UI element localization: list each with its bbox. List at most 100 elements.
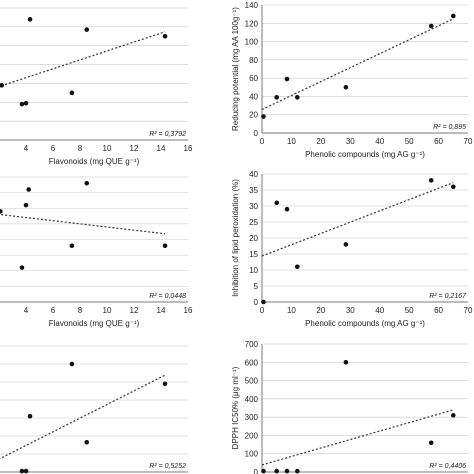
x-tick-label: 14 xyxy=(157,306,166,315)
x-tick-label: 70 xyxy=(464,137,473,146)
x-tick-label: 10 xyxy=(103,306,112,315)
trendline xyxy=(261,409,454,466)
data-point xyxy=(84,27,90,32)
y-tick-label: 0 xyxy=(254,129,259,138)
x-tick-label: 60 xyxy=(434,137,443,146)
x-tick-label: 20 xyxy=(316,306,325,315)
x-tick-label: 70 xyxy=(464,306,473,315)
trendline xyxy=(261,18,454,111)
y-tick-label: 20 xyxy=(249,111,258,120)
data-point xyxy=(26,187,32,192)
data-point xyxy=(284,206,290,212)
r-squared-label: R² = 0,3792 xyxy=(149,131,186,138)
data-point xyxy=(23,468,29,474)
y-tick-label: 0 xyxy=(254,468,259,474)
data-point xyxy=(428,440,434,446)
data-point xyxy=(295,264,300,270)
y-tick-label: 400 xyxy=(245,395,259,404)
x-tick-label: 0 xyxy=(260,306,265,315)
data-point xyxy=(19,265,25,270)
x-axis-label: Flavonoids (mg QUE g⁻¹) xyxy=(49,319,140,328)
data-point xyxy=(23,202,29,208)
data-point xyxy=(84,180,90,186)
data-point xyxy=(69,243,75,249)
y-tick-label: 100 xyxy=(245,38,259,47)
x-tick-label: 12 xyxy=(130,306,139,315)
trendline xyxy=(0,31,166,87)
data-point xyxy=(27,413,33,419)
y-tick-label: 20 xyxy=(249,234,258,243)
data-point xyxy=(69,90,75,96)
data-point xyxy=(284,76,290,82)
y-tick-label: 40 xyxy=(249,92,258,101)
x-tick-label: 4 xyxy=(24,144,29,153)
data-point xyxy=(162,33,168,39)
y-axis-label: Reducing potential (mg AA 100g⁻¹) xyxy=(231,7,240,131)
x-tick-label: 8 xyxy=(78,144,83,153)
y-tick-label: 10 xyxy=(249,266,258,275)
r-squared-label: R² = 0,5252 xyxy=(149,463,186,470)
r-squared-label: R² = 0,895 xyxy=(433,124,466,131)
x-tick-label: 30 xyxy=(346,137,355,146)
x-tick-label: 60 xyxy=(434,306,443,315)
y-tick-label: 0 xyxy=(254,298,259,307)
x-axis-label: Flavonoids (mg QUE g⁻¹) xyxy=(49,157,140,166)
trendline xyxy=(261,182,454,257)
data-point xyxy=(274,200,280,206)
x-tick-label: 14 xyxy=(157,144,166,153)
x-tick-label: 6 xyxy=(51,306,56,315)
data-point xyxy=(343,359,349,365)
data-point xyxy=(450,413,456,418)
y-tick-label: 300 xyxy=(245,413,259,422)
data-point xyxy=(84,440,90,445)
x-tick-label: 16 xyxy=(184,144,193,153)
data-point xyxy=(69,361,75,367)
data-point xyxy=(274,468,280,474)
y-tick-label: 80 xyxy=(249,56,258,65)
x-tick-label: 40 xyxy=(375,306,384,315)
y-tick-label: 120 xyxy=(245,19,259,28)
chart-panel-5: R² = 0,5252 xyxy=(0,345,188,474)
chart-panel-1: 4 6 8 10 12 14 16 Flavonoids (mg QUE g⁻¹) R² = 0… xyxy=(0,7,193,166)
data-point xyxy=(0,83,4,88)
data-point xyxy=(27,17,33,22)
y-tick-label: 15 xyxy=(249,250,258,259)
x-axis-label: Phenolic compounds (mg AG g⁻¹) xyxy=(305,319,425,328)
data-point xyxy=(274,95,280,100)
data-point xyxy=(261,114,266,119)
data-point xyxy=(261,299,266,305)
data-point xyxy=(23,100,29,106)
x-tick-label: 12 xyxy=(130,144,139,153)
x-tick-label: 10 xyxy=(287,306,296,315)
chart-panel-2: 0 10 20 30 40 50 60 70 0 20 40 60 80 100 120 140 Phenoli… xyxy=(231,1,473,159)
y-axis-label: DPPH IC50% (μg ml⁻¹) xyxy=(231,366,240,449)
data-point xyxy=(19,468,25,474)
y-tick-label: 700 xyxy=(245,340,259,349)
y-tick-label: 35 xyxy=(249,186,258,195)
x-tick-label: 4 xyxy=(24,306,29,315)
r-squared-label: R² = 0,4406 xyxy=(429,463,466,470)
data-point xyxy=(0,209,3,214)
data-point xyxy=(162,381,168,387)
r-squared-label: R² = 0,2167 xyxy=(429,293,467,300)
data-point xyxy=(428,178,434,183)
x-tick-label: 50 xyxy=(405,137,414,146)
data-point xyxy=(19,101,25,107)
x-tick-label: 40 xyxy=(375,137,384,146)
data-point xyxy=(261,468,266,474)
y-axis-label: Inhibition of lipid peroxidation (%) xyxy=(231,179,240,297)
y-tick-label: 60 xyxy=(249,74,258,83)
x-tick-label: 6 xyxy=(51,144,56,153)
y-tick-label: 200 xyxy=(245,431,259,440)
data-point xyxy=(428,23,434,29)
x-tick-label: 50 xyxy=(405,306,414,315)
x-axis-label: Phenolic compounds (mg AG g⁻¹) xyxy=(305,150,425,159)
chart-panel-3: 4 6 8 10 12 14 16 Flavonoids (mg QUE g⁻¹) R² = 0… xyxy=(0,176,193,328)
x-tick-label: 20 xyxy=(316,137,325,146)
x-tick-label: 8 xyxy=(78,306,83,315)
chart-panel-6: 0 100 200 300 400 500 600 700 DPPH IC50% (μg ml⁻… xyxy=(231,340,468,474)
y-tick-label: 30 xyxy=(249,202,258,211)
data-point xyxy=(284,468,290,474)
data-point xyxy=(295,95,300,100)
